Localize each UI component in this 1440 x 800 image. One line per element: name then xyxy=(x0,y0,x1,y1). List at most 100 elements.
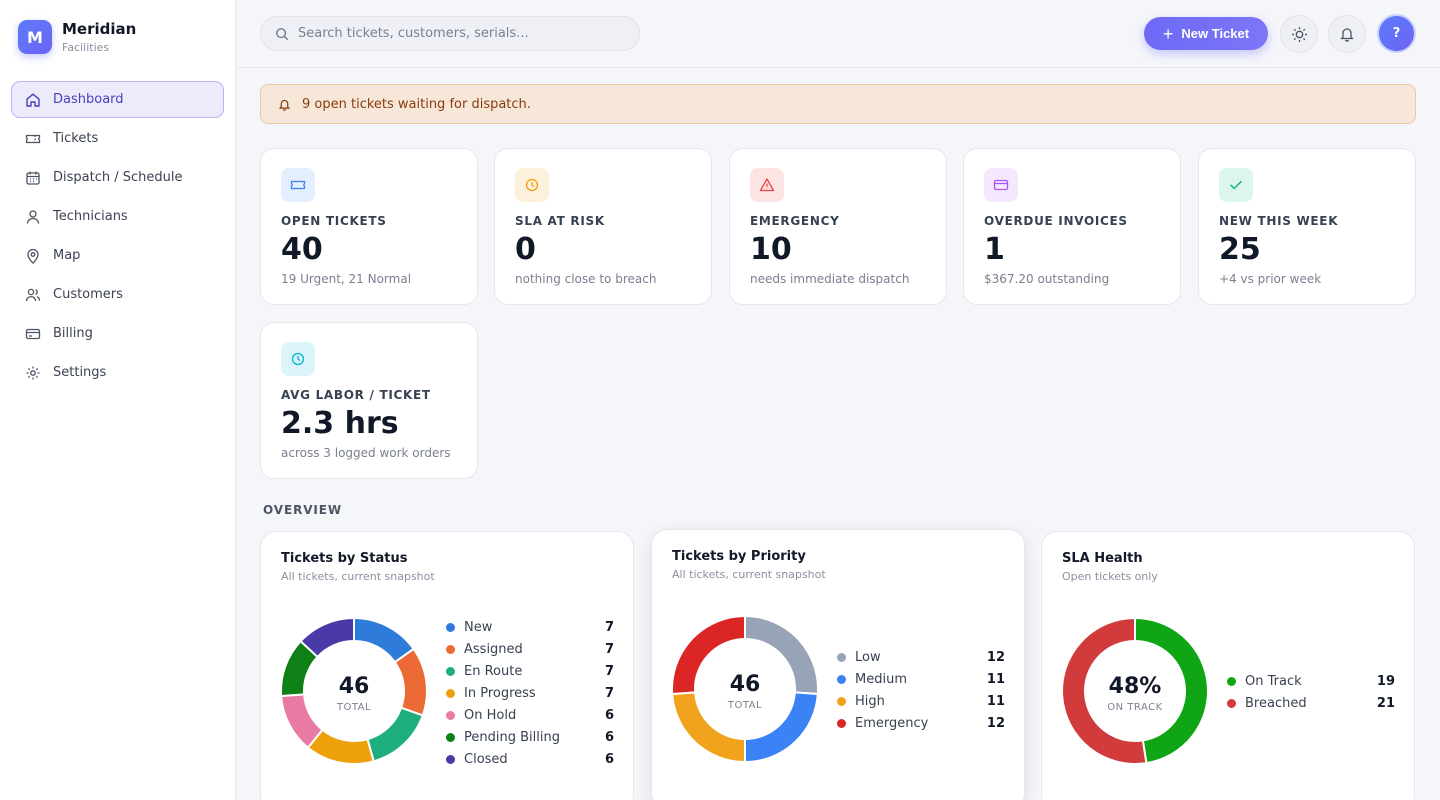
sidebar-item-settings[interactable]: Settings xyxy=(11,354,224,391)
donut-slice-closed[interactable] xyxy=(299,618,355,659)
priority-chart-panel: Tickets by Priority All tickets, current… xyxy=(651,529,1025,800)
theme-toggle-button[interactable] xyxy=(1280,15,1318,53)
chart-legend: On Track 19 Breached 21 xyxy=(1227,670,1395,714)
stat-card-open-tickets[interactable]: OPEN TICKETS 40 19 Urgent, 21 Normal xyxy=(260,148,478,305)
sidebar-item-dashboard[interactable]: Dashboard xyxy=(11,81,224,118)
donut-slice-en-route[interactable] xyxy=(366,706,425,763)
legend-value: 7 xyxy=(604,641,614,657)
gear-icon xyxy=(26,366,40,379)
legend-label: Pending Billing xyxy=(464,729,560,745)
notifications-button[interactable] xyxy=(1328,15,1366,53)
stat-value: 40 xyxy=(281,232,323,267)
stat-card-sla-at-risk[interactable]: SLA AT RISK 0 nothing close to breach xyxy=(494,148,712,305)
legend-value: 19 xyxy=(1376,673,1395,689)
stat-card-overdue-invoices[interactable]: OVERDUE INVOICES 1 $367.20 outstanding xyxy=(963,148,1181,305)
plus-icon: + xyxy=(1162,23,1174,44)
legend-item[interactable]: Low 12 xyxy=(837,646,1005,668)
donut-chart: 48% ON TRACK xyxy=(1062,618,1208,764)
chart-legend: New 7 Assigned 7 En Route 7 In Progress 7 On Hol… xyxy=(446,616,614,770)
legend-item[interactable]: In Progress 7 xyxy=(446,682,614,704)
brand[interactable]: M Meridian Facilities xyxy=(18,20,136,54)
sla-chart-panel: SLA Health Open tickets only 48% ON TRACK… xyxy=(1041,531,1415,800)
donut-slice-breached[interactable] xyxy=(1062,618,1148,764)
legend-item[interactable]: En Route 7 xyxy=(446,660,614,682)
donut-center-value: 48% xyxy=(1109,674,1162,699)
donut-slice-on-track[interactable] xyxy=(1134,618,1208,764)
legend-item[interactable]: Medium 11 xyxy=(837,668,1005,690)
sidebar-item-customers[interactable]: Customers xyxy=(11,276,224,313)
ticket-icon xyxy=(281,168,315,202)
calendar-icon xyxy=(26,171,40,185)
legend-item[interactable]: Breached 21 xyxy=(1227,692,1395,714)
legend-label: En Route xyxy=(464,663,523,679)
stat-card-avg-labor[interactable]: AVG LABOR / TICKET 2.3 hrs across 3 logg… xyxy=(260,322,478,479)
new-ticket-button[interactable]: + New Ticket xyxy=(1144,17,1268,50)
legend-item[interactable]: New 7 xyxy=(446,616,614,638)
home-icon xyxy=(26,93,40,107)
sidebar-item-tickets[interactable]: Tickets xyxy=(11,120,224,157)
donut-center-label: TOTAL xyxy=(727,700,762,711)
users-icon xyxy=(25,288,41,301)
legend-swatch xyxy=(446,688,455,698)
dispatch-alert[interactable]: 9 open tickets waiting for dispatch. xyxy=(260,84,1416,124)
legend-item[interactable]: High 11 xyxy=(837,690,1005,712)
legend-value: 7 xyxy=(604,663,614,679)
legend-item[interactable]: Closed 6 xyxy=(446,748,614,770)
legend-label: In Progress xyxy=(464,685,536,701)
legend-swatch xyxy=(446,732,455,742)
sidebar-item-technicians[interactable]: Technicians xyxy=(11,198,224,235)
sidebar-item-dispatch[interactable]: Dispatch / Schedule xyxy=(11,159,224,196)
brand-name: Meridian xyxy=(62,19,137,38)
clock-icon xyxy=(281,342,315,376)
legend-item[interactable]: Assigned 7 xyxy=(446,638,614,660)
donut-chart: 46 TOTAL xyxy=(672,616,818,762)
stat-label: OVERDUE INVOICES xyxy=(984,214,1128,228)
chart-subtitle: Open tickets only xyxy=(1062,570,1158,583)
legend-item[interactable]: On Track 19 xyxy=(1227,670,1395,692)
stat-label: SLA AT RISK xyxy=(515,214,605,228)
stat-card-emergency[interactable]: EMERGENCY 10 needs immediate dispatch xyxy=(729,148,947,305)
chart-subtitle: All tickets, current snapshot xyxy=(281,570,435,583)
legend-value: 11 xyxy=(986,671,1005,687)
stat-value: 2.3 hrs xyxy=(281,406,399,441)
donut-center-label: ON TRACK xyxy=(1107,702,1162,713)
legend-item[interactable]: On Hold 6 xyxy=(446,704,614,726)
search-box[interactable] xyxy=(260,16,640,51)
chart-legend: Low 12 Medium 11 High 11 Emergency 12 xyxy=(837,646,1005,734)
credit-card-icon xyxy=(984,168,1018,202)
legend-value: 6 xyxy=(604,729,614,745)
sidebar-item-map[interactable]: Map xyxy=(11,237,224,274)
stat-value: 1 xyxy=(984,232,1005,267)
stat-label: NEW THIS WEEK xyxy=(1219,214,1339,228)
avatar[interactable]: ? xyxy=(1377,14,1416,53)
legend-swatch xyxy=(446,710,455,720)
donut-center-value: 46 xyxy=(339,674,370,699)
donut-chart: 46 TOTAL xyxy=(281,618,427,764)
legend-value: 6 xyxy=(604,707,614,723)
topbar: + New Ticket ? xyxy=(236,0,1440,68)
legend-swatch xyxy=(837,696,846,706)
stat-subtext: +4 vs prior week xyxy=(1219,272,1322,286)
sidebar-item-label: Tickets xyxy=(53,131,99,146)
sun-icon xyxy=(1291,26,1307,42)
stat-subtext: nothing close to breach xyxy=(515,272,657,286)
sidebar: M Meridian Facilities Dashboard Tickets … xyxy=(0,0,236,800)
chart-title: SLA Health xyxy=(1062,551,1143,566)
stat-label: AVG LABOR / TICKET xyxy=(281,388,431,402)
stat-value: 10 xyxy=(750,232,792,267)
donut-slice-assigned[interactable] xyxy=(393,647,427,717)
legend-item[interactable]: Pending Billing 6 xyxy=(446,726,614,748)
sidebar-item-label: Settings xyxy=(53,365,107,380)
stat-label: OPEN TICKETS xyxy=(281,214,387,228)
stat-card-new-this-week[interactable]: NEW THIS WEEK 25 +4 vs prior week xyxy=(1198,148,1416,305)
legend-value: 12 xyxy=(986,649,1005,665)
donut-center-label: TOTAL xyxy=(336,702,371,713)
donut-slice-emergency[interactable] xyxy=(672,616,746,695)
legend-item[interactable]: Emergency 12 xyxy=(837,712,1005,734)
search-input[interactable] xyxy=(298,26,618,41)
sidebar-item-billing[interactable]: Billing xyxy=(11,315,224,352)
status-chart-panel: Tickets by Status All tickets, current s… xyxy=(260,531,634,800)
check-icon xyxy=(1219,168,1253,202)
sidebar-nav: Dashboard Tickets Dispatch / Schedule Te… xyxy=(11,81,224,393)
alert-text: 9 open tickets waiting for dispatch. xyxy=(302,96,531,112)
